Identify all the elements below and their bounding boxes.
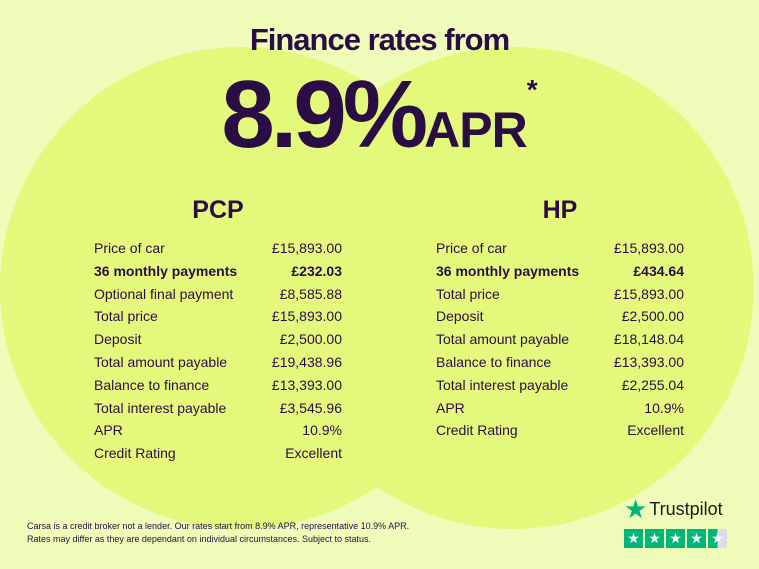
disclaimer-line-2: Rates may differ as they are dependant o… <box>27 534 372 544</box>
pcp-row: Total amount payable £19,438.96 <box>94 351 342 374</box>
trustpilot-name: Trustpilot <box>649 499 723 519</box>
row-value: £18,148.04 <box>613 331 684 348</box>
pcp-row: Total price £15,893.00 <box>94 305 342 328</box>
row-value: £15,893.00 <box>271 240 342 256</box>
row-label: APR <box>94 422 123 439</box>
row-value: 10.9% <box>302 422 342 439</box>
row-label: Optional final payment <box>94 285 234 302</box>
hp-row: Balance to finance £13,393.00 <box>436 351 684 374</box>
trustpilot-rating: ★ ★ ★ ★ ★ <box>624 529 727 548</box>
pcp-title: PCP <box>192 196 244 224</box>
row-label: Price of car <box>436 240 507 256</box>
row-value: £2,255.04 <box>621 376 684 393</box>
row-label: Total interest payable <box>94 399 227 416</box>
hp-row: Total price £15,893.00 <box>436 283 684 306</box>
row-label: Balance to finance <box>436 353 552 370</box>
hp-row: Price of car £15,893.00 <box>436 237 684 260</box>
row-value: £13,393.00 <box>613 353 684 370</box>
row-value: 10.9% <box>644 399 684 416</box>
star-icon: ★ <box>624 494 648 524</box>
rate-value: 8.9% <box>221 61 428 168</box>
hp-row: Total interest payable £2,255.04 <box>436 374 684 397</box>
row-label: 36 monthly payments <box>436 262 580 279</box>
pcp-row: Price of car £15,893.00 <box>94 237 342 260</box>
hp-table: HP Price of car £15,893.00 36 monthly paym… <box>436 196 684 442</box>
row-label: Total amount payable <box>94 353 228 370</box>
row-label: Total price <box>436 285 500 302</box>
hp-row: 36 monthly payments £434.64 <box>436 260 684 283</box>
row-value: £15,893.00 <box>613 240 684 256</box>
row-label: Deposit <box>94 331 142 348</box>
row-value: £13,393.00 <box>271 376 342 393</box>
row-label: Balance to finance <box>94 376 210 393</box>
row-value: £3,545.96 <box>279 399 342 416</box>
row-label: Credit Rating <box>436 422 518 439</box>
disclaimer: Carsa is a credit broker not a lender. O… <box>27 520 409 546</box>
row-value: £15,893.00 <box>271 308 342 325</box>
pcp-row: Total interest payable £3,545.96 <box>94 397 342 420</box>
row-value: £2,500.00 <box>621 308 684 325</box>
pcp-row: Credit Rating Excellent <box>94 442 342 465</box>
row-label: Credit Rating <box>94 445 176 462</box>
trustpilot-badge: ★ Trustpilot ★ ★ ★ ★ ★ <box>624 494 727 548</box>
rate-headline: 8.9%APR* <box>0 60 759 170</box>
hp-title: HP <box>542 196 578 224</box>
hp-row: Total amount payable £18,148.04 <box>436 328 684 351</box>
row-label: Deposit <box>436 308 484 325</box>
row-value: Excellent <box>285 445 342 462</box>
row-value: £2,500.00 <box>279 331 342 348</box>
pcp-row: Deposit £2,500.00 <box>94 328 342 351</box>
decorative-circle-right <box>272 47 754 529</box>
row-label: Total amount payable <box>436 331 570 348</box>
hp-row: APR 10.9% <box>436 397 684 420</box>
hp-row: Credit Rating Excellent <box>436 419 684 442</box>
asterisk: * <box>526 74 538 105</box>
pcp-row: 36 monthly payments £232.03 <box>94 260 342 283</box>
row-value: Excellent <box>627 422 684 439</box>
row-value: £232.03 <box>291 262 342 279</box>
row-value: £15,893.00 <box>613 285 684 302</box>
headline: Finance rates from <box>249 22 510 57</box>
star-icon: ★ <box>624 529 643 548</box>
pcp-row: Balance to finance £13,393.00 <box>94 374 342 397</box>
row-label: Price of car <box>94 240 165 256</box>
star-icon: ★ <box>687 529 706 548</box>
row-label: Total price <box>94 308 158 325</box>
star-icon: ★ <box>666 529 685 548</box>
trustpilot-logo: ★ Trustpilot <box>624 494 727 525</box>
apr-label: APR <box>424 102 528 158</box>
pcp-row: APR 10.9% <box>94 419 342 442</box>
row-value: £434.64 <box>633 262 684 279</box>
row-label: Total interest payable <box>436 376 569 393</box>
star-icon: ★ <box>645 529 664 548</box>
row-label: APR <box>436 399 465 416</box>
hp-row: Deposit £2,500.00 <box>436 305 684 328</box>
star-half-icon: ★ <box>708 529 727 548</box>
disclaimer-line-1: Carsa is a credit broker not a lender. O… <box>27 521 410 531</box>
pcp-table: PCP Price of car £15,893.00 36 monthly pay… <box>94 196 342 465</box>
row-value: £8,585.88 <box>279 285 342 302</box>
pcp-row: Optional final payment £8,585.88 <box>94 283 342 306</box>
row-label: 36 monthly payments <box>94 262 238 279</box>
row-value: £19,438.96 <box>271 353 342 370</box>
